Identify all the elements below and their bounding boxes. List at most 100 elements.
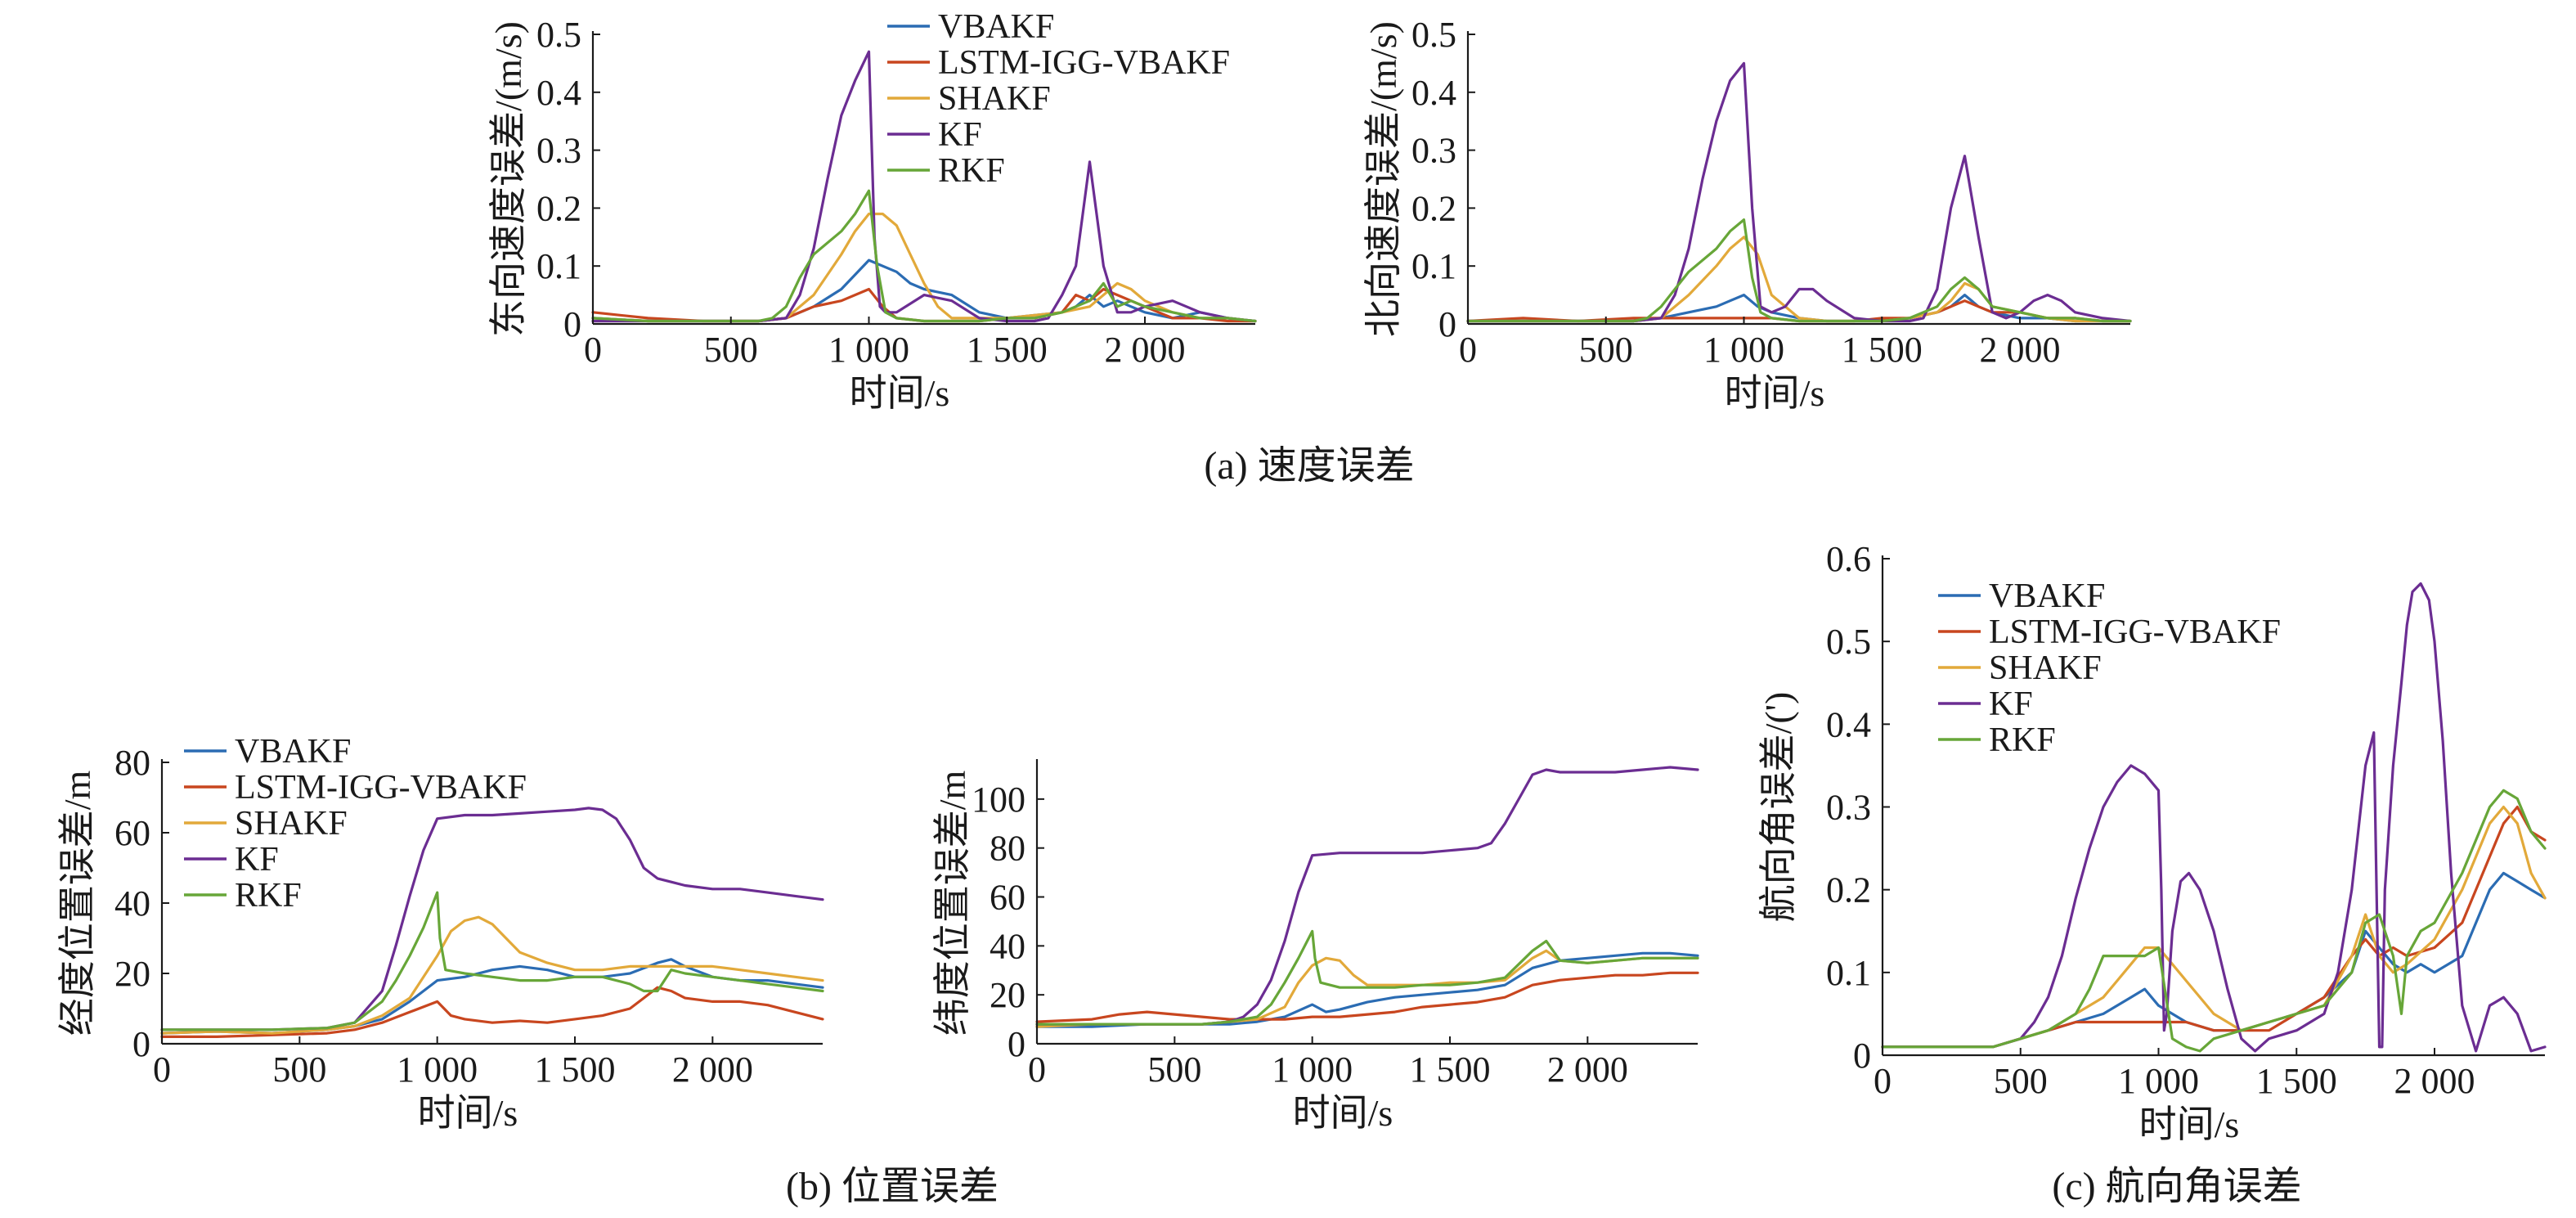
y-tick-label: 0 [1008,1024,1025,1064]
legend-label-rkf: RKF [1989,721,2056,759]
series-line-kf [160,807,824,1031]
y-tick-label: 40 [114,883,150,924]
series-line-lstm-igg-vbakf [1881,805,2547,1049]
x-tick-label: 500 [704,330,758,370]
legend-label-shakf: SHAKF [235,805,348,843]
chart-vel-east: 0 500 1 000 1 500 2 000 0 0.1 0.2 0.3 0.4 0.5 时间/s 东… [487,8,1257,414]
y-tick-label: 60 [114,813,150,853]
chart-pos-lat: 0 500 1 000 1 500 2 000020406080100时间/s纬度位置误… [931,759,1699,1134]
x-tick-label: 1 000 [2118,1061,2199,1101]
y-axis-title: 北向速度误差/(m/s) [1362,21,1404,337]
x-tick-label: 1 500 [967,330,1048,370]
series-line-lstm-igg-vbakf [160,986,824,1039]
y-axis-title: 东向速度误差/(m/s) [487,21,529,337]
charts-layer: 0 500 1 000 1 500 2 000 0 0.1 0.2 0.3 0.4 0.5 时间/s 东… [56,8,2547,1145]
series-line-shakf [1466,236,2132,323]
caption-heading: (c) 航向角误差 [2052,1165,2301,1208]
legend-label-rkf: RKF [235,877,302,915]
x-tick-label: 500 [1994,1061,2048,1101]
y-tick-label: 0 [1853,1036,1871,1076]
x-tick-label: 0 [1874,1061,1892,1101]
y-tick-label: 20 [990,975,1025,1015]
legend-label-lstm-igg-vbakf: LSTM-IGG-VBAKF [938,44,1230,82]
y-tick-label: 0.3 [1411,131,1456,171]
y-tick-label: 0.1 [1411,246,1456,286]
legend-label-kf: KF [1989,685,2033,723]
y-tick-label: 0.2 [1411,188,1456,228]
y-tick-label: 0.5 [536,15,581,55]
y-axis-title: 经度位置误差/m [56,771,98,1036]
series-line-kf [1881,582,2547,1053]
y-tick-label: 0.1 [536,246,581,286]
x-tick-label: 2 000 [1105,330,1186,370]
x-tick-label: 0 [1028,1049,1046,1090]
x-tick-label: 0 [1459,330,1477,370]
series-line-shakf [1881,805,2547,1049]
legend-label-shakf: SHAKF [1989,649,2102,687]
x-tick-label: 1 500 [535,1049,616,1090]
x-tick-label: 1 500 [1410,1049,1491,1090]
series-line-lstm-igg-vbakf [1035,971,1699,1023]
y-tick-label: 0 [563,304,581,344]
x-tick-label: 2 000 [2394,1061,2475,1101]
caption-position: (b) 位置误差 [786,1165,999,1208]
x-axis-title: 时间/s [1725,372,1825,414]
x-tick-label: 0 [584,330,602,370]
x-tick-label: 1 000 [828,330,909,370]
y-tick-label: 0.2 [1826,870,1871,910]
x-tick-label: 500 [272,1049,326,1090]
series-line-rkf [1035,929,1699,1026]
y-axis-title: 纬度位置误差/m [931,771,973,1036]
series-line-rkf [160,891,824,1031]
x-tick-label: 1 500 [1842,330,1923,370]
y-tick-label: 40 [990,926,1025,966]
y-tick-label: 80 [990,829,1025,869]
series-line-vbakf [1881,871,2547,1049]
y-tick-label: 100 [972,780,1025,820]
x-tick-label: 1 500 [2256,1061,2337,1101]
y-tick-label: 60 [990,878,1025,918]
series-line-kf [1466,61,2132,323]
series-line-rkf [1466,218,2132,323]
x-tick-label: 500 [1579,330,1633,370]
y-tick-label: 0.3 [1826,788,1871,828]
y-tick-label: 0.4 [1411,73,1456,113]
x-axis-title: 时间/s [1293,1092,1393,1134]
legend-label-shakf: SHAKF [938,80,1051,118]
y-tick-label: 0.2 [536,188,581,228]
y-tick-label: 0.3 [536,131,581,171]
series-line-kf [591,50,1257,323]
series-line-rkf [1881,789,2547,1053]
legend-label-rkf: RKF [938,152,1005,190]
x-tick-label: 0 [153,1049,171,1090]
y-tick-label: 0.6 [1826,539,1871,579]
x-axis-title: 时间/s [418,1092,518,1134]
x-axis-title: 时间/s [2139,1103,2240,1145]
y-tick-label: 0 [1438,304,1456,344]
y-tick-label: 20 [114,954,150,994]
y-tick-label: 0.1 [1826,953,1871,993]
y-tick-label: 80 [114,743,150,783]
legend-label-kf: KF [235,841,279,879]
series-line-rkf [591,189,1257,323]
x-tick-label: 500 [1147,1049,1201,1090]
legend-label-vbakf: VBAKF [938,8,1054,46]
x-tick-label: 2 000 [1980,330,2061,370]
series-line-shakf [160,915,824,1035]
y-tick-label: 0.5 [1826,622,1871,662]
y-tick-label: 0 [132,1024,150,1064]
x-tick-label: 2 000 [1547,1049,1628,1090]
legend-label-vbakf: VBAKF [1989,578,2105,615]
x-tick-label: 1 000 [397,1049,478,1090]
x-axis-title: 时间/s [850,372,950,414]
y-tick-label: 0.4 [1826,704,1871,744]
series-line-vbakf [1035,951,1699,1028]
series-line-shakf [591,212,1257,323]
x-tick-label: 2 000 [672,1049,753,1090]
chart-heading: 0 500 1 000 1 500 2 000 0 0.1 0.2 0.3 0.4 0.5 0.6 时间… [1757,539,2547,1145]
chart-vel-north: 0 500 1 000 1 500 2 000 0 0.1 0.2 0.3 0.4 0.5 时间/s 北… [1362,15,2132,414]
